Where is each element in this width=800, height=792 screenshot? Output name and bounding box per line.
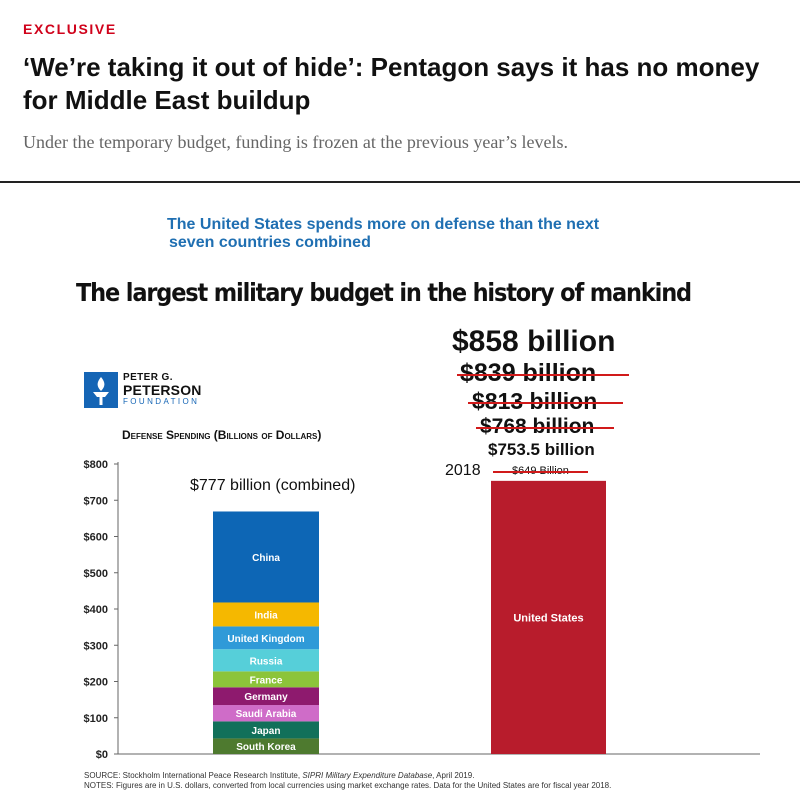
bar-segment bbox=[213, 721, 319, 739]
segment-label: South Korea bbox=[236, 742, 296, 753]
struck-amount: $839 billion bbox=[460, 359, 597, 387]
y-tick-label: $400 bbox=[84, 604, 108, 616]
article-dek: Under the temporary budget, funding is f… bbox=[23, 132, 569, 152]
y-tick-label: $800 bbox=[84, 459, 108, 471]
y-tick-label: $0 bbox=[96, 749, 108, 761]
strike-line bbox=[457, 374, 629, 376]
y-tick-label: $100 bbox=[84, 713, 108, 725]
segment-label: Germany bbox=[244, 692, 288, 703]
combined-label: $777 billion (combined) bbox=[190, 477, 356, 494]
strike-line bbox=[468, 402, 623, 404]
source-prefix: SOURCE: Stockholm International Peace Re… bbox=[84, 771, 303, 780]
torch-icon bbox=[84, 372, 118, 408]
source-suffix: , April 2019. bbox=[432, 771, 475, 780]
bar-segment bbox=[213, 511, 319, 603]
y-tick-label: $300 bbox=[84, 640, 108, 652]
bar-label: United States bbox=[513, 612, 583, 624]
bar-segment bbox=[213, 626, 319, 650]
segment-label: United Kingdom bbox=[227, 634, 304, 645]
article-headline[interactable]: ‘We’re taking it out of hide’: Pentagon … bbox=[23, 52, 760, 115]
divider bbox=[0, 181, 800, 183]
bar-segment bbox=[213, 671, 319, 688]
graphic-subtitle: The United States spends more on defense… bbox=[167, 216, 637, 252]
fy2018-amount: $753.5 billion bbox=[488, 440, 595, 459]
y-tick-label: $500 bbox=[84, 568, 108, 580]
chart-title: Defense Spending (Billions of Dollars) bbox=[122, 428, 322, 442]
struck-amount: $768 billion bbox=[480, 415, 595, 438]
bar-segment bbox=[213, 687, 319, 706]
graphic-title: The largest military budget in the histo… bbox=[76, 278, 692, 307]
bar-segment bbox=[213, 738, 319, 754]
source-database: SIPRI Military Expenditure Database bbox=[302, 771, 433, 780]
article-kicker: EXCLUSIVE bbox=[23, 21, 117, 37]
logo-line1: PETER G. bbox=[123, 372, 173, 383]
y-tick-label: $700 bbox=[84, 495, 108, 507]
segment-label: France bbox=[250, 675, 283, 686]
year-label: 2018 bbox=[445, 462, 481, 479]
bar-segment bbox=[213, 602, 319, 627]
graphic-subtitle-line1: The United States spends more on defense… bbox=[167, 216, 600, 233]
source-note: SOURCE: Stockholm International Peace Re… bbox=[84, 771, 474, 780]
current-amount: $858 billion bbox=[452, 325, 616, 358]
y-tick-label: $600 bbox=[84, 532, 108, 544]
bar-united-states bbox=[491, 480, 606, 754]
struck-amount: $813 billion bbox=[472, 388, 598, 414]
segment-label: Japan bbox=[252, 726, 281, 737]
strike-line bbox=[476, 427, 614, 429]
graphic-subtitle-line2: seven countries combined bbox=[169, 234, 371, 251]
segment-label: China bbox=[252, 553, 280, 564]
notes: NOTES: Figures are in U.S. dollars, conv… bbox=[84, 781, 612, 790]
y-tick-label: $200 bbox=[84, 677, 108, 689]
bar-segment bbox=[213, 649, 319, 672]
logo-line3: FOUNDATION bbox=[123, 397, 200, 406]
logo-line2: PETERSON bbox=[123, 382, 202, 398]
segment-label: India bbox=[254, 610, 278, 621]
segment-label: Russia bbox=[250, 656, 283, 667]
segment-label: Saudi Arabia bbox=[236, 709, 297, 720]
bar-segment bbox=[213, 705, 319, 722]
logo-text: PETER G. PETERSON FOUNDATION bbox=[123, 372, 233, 407]
strike-line bbox=[493, 471, 588, 473]
